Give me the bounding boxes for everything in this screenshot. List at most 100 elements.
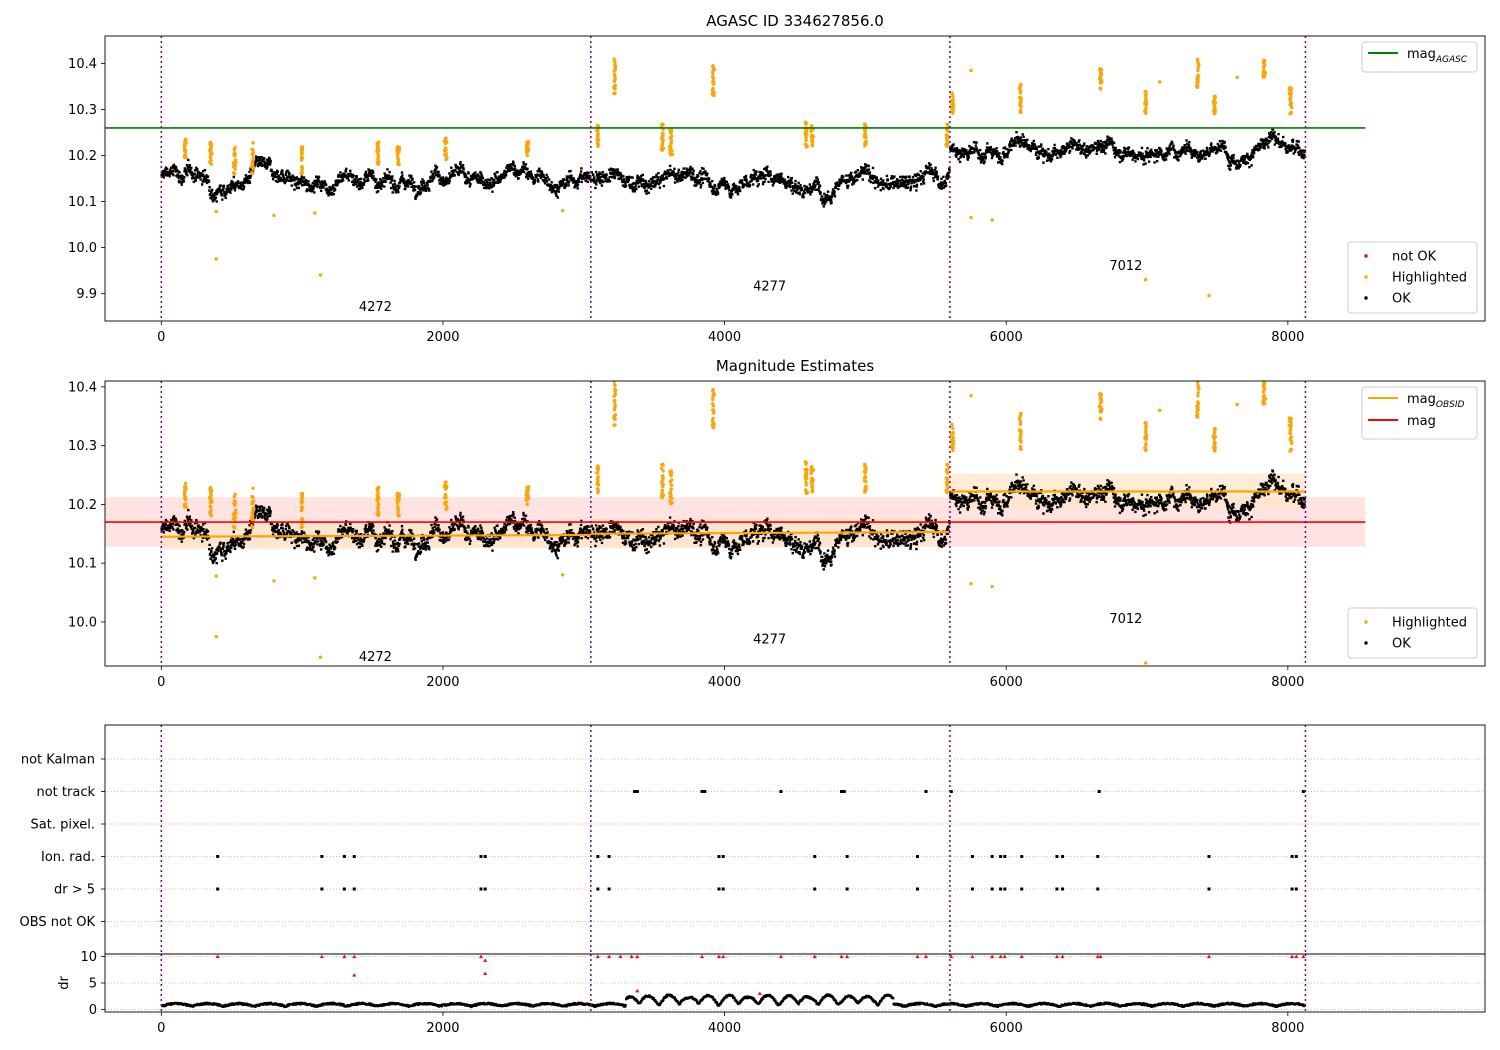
ok-point: [973, 149, 977, 152]
ok-point: [505, 170, 509, 173]
ok-point: [296, 183, 300, 186]
ok-point: [319, 539, 322, 542]
ok-point: [805, 188, 808, 191]
ok-point: [567, 184, 570, 187]
ok-point: [225, 187, 228, 191]
ok-point: [837, 183, 841, 186]
ok-point: [1060, 148, 1063, 152]
ok-point: [657, 171, 660, 175]
ok-point: [256, 164, 260, 168]
ok-point: [580, 180, 583, 184]
ok-point: [718, 185, 721, 189]
ok-point: [384, 180, 387, 183]
ok-point: [339, 524, 342, 528]
ok-point: [794, 191, 798, 194]
ok-point: [327, 194, 330, 197]
ok-point: [305, 189, 308, 193]
ok-point: [276, 180, 279, 183]
ok-point: [1132, 150, 1135, 154]
ok-point: [793, 189, 796, 193]
ok-point: [553, 183, 556, 187]
ok-point: [520, 168, 523, 171]
ok-point: [410, 185, 413, 189]
ok-point: [1266, 143, 1269, 146]
y-tick-label: 10.4: [68, 57, 97, 72]
ok-point: [921, 172, 925, 175]
ok-point: [1009, 144, 1013, 147]
ok-point: [271, 528, 274, 532]
ok-point: [219, 548, 222, 551]
ok-point: [224, 196, 227, 200]
ok-point: [1246, 153, 1249, 157]
ok-point: [785, 183, 788, 186]
ok-point: [1297, 140, 1300, 143]
ok-point: [1119, 151, 1122, 154]
highlighted-point: [810, 128, 814, 133]
ok-point: [1285, 146, 1288, 149]
ok-point: [1222, 144, 1225, 148]
ok-point: [182, 532, 185, 535]
ok-point: [454, 168, 457, 172]
ok-point: [555, 183, 559, 187]
ok-point: [1196, 150, 1199, 154]
ok-point: [357, 182, 360, 185]
ok-point: [314, 540, 317, 544]
ok-point: [241, 184, 244, 187]
highlighted-point: [1143, 277, 1148, 282]
ok-point: [905, 175, 908, 178]
ok-point: [379, 179, 383, 182]
ok-point: [402, 178, 406, 181]
ok-point: [1138, 154, 1141, 157]
ok-point: [464, 172, 467, 176]
ok-point: [254, 511, 257, 514]
ok-point: [1190, 149, 1193, 152]
ok-point: [1031, 141, 1034, 145]
ok-point: [441, 177, 444, 180]
ok-point: [527, 175, 530, 178]
ok-point: [507, 166, 511, 169]
ok-point: [354, 539, 358, 542]
ok-point: [211, 559, 214, 562]
ok-point: [493, 181, 497, 185]
ok-point: [420, 180, 423, 184]
ok-point: [1181, 148, 1184, 151]
ok-point: [774, 180, 777, 183]
ok-point: [764, 177, 767, 181]
ok-point: [1053, 143, 1056, 147]
highlighted-point: [183, 148, 187, 152]
ok-point: [637, 178, 640, 182]
ok-point: [891, 177, 894, 180]
highlighted-point: [299, 165, 304, 170]
ok-point: [544, 177, 548, 180]
ok-point: [410, 182, 414, 185]
ok-point: [196, 528, 199, 531]
ok-point: [271, 177, 275, 181]
ok-point: [599, 172, 603, 175]
ok-point: [1215, 147, 1218, 151]
ok-point: [1087, 148, 1090, 151]
ok-point: [612, 171, 616, 175]
ok-point: [856, 173, 859, 177]
ok-point: [354, 529, 357, 533]
highlighted-point: [233, 159, 237, 164]
ok-point: [341, 530, 345, 533]
ok-point: [753, 173, 756, 177]
ok-point: [311, 548, 314, 551]
ok-point: [815, 176, 819, 179]
ok-point: [293, 532, 297, 535]
ok-point: [568, 170, 571, 173]
ok-point: [1017, 139, 1021, 143]
ok-point: [1290, 148, 1293, 152]
ok-point: [1121, 157, 1125, 160]
ok-point: [480, 179, 483, 182]
highlighted-point: [1018, 91, 1023, 95]
ok-point: [980, 159, 983, 163]
ok-point: [659, 179, 663, 182]
ok-point: [431, 179, 434, 183]
ok-point: [1050, 155, 1053, 158]
ok-point: [738, 189, 742, 193]
ok-point: [171, 172, 174, 175]
ok-point: [982, 156, 985, 159]
ok-point: [846, 186, 849, 190]
ok-point: [688, 169, 691, 172]
